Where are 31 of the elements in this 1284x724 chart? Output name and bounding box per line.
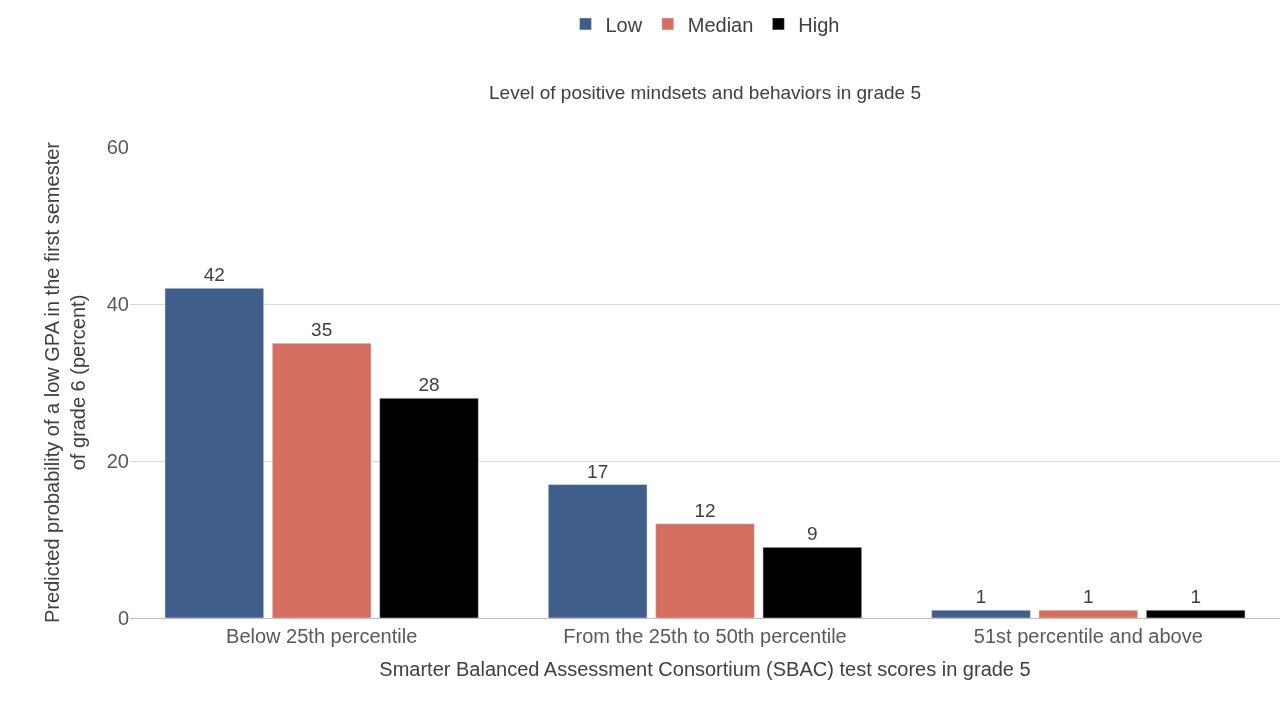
x-axis-title: Smarter Balanced Assessment Consortium (SBAC) test scores in grade 5 bbox=[379, 657, 1031, 680]
bar bbox=[931, 609, 1031, 618]
x-tick-label: Below 25th percentile bbox=[226, 625, 418, 647]
data-label: 28 bbox=[418, 374, 440, 396]
y-tick-label: 20 bbox=[106, 450, 129, 472]
data-label: 1 bbox=[1190, 586, 1201, 608]
bar bbox=[548, 484, 648, 618]
data-label: 1 bbox=[1083, 586, 1094, 608]
bar bbox=[272, 343, 372, 618]
x-tick-label: From the 25th to 50th percentile bbox=[563, 625, 847, 647]
legend-label: Low bbox=[605, 13, 643, 36]
data-label: 12 bbox=[694, 499, 716, 521]
y-tick-label: 40 bbox=[106, 293, 129, 315]
data-label: 17 bbox=[587, 460, 609, 482]
y-axis-title: Predicted probability of a low GPA in the first semester of grade 6 (percent) bbox=[41, 141, 90, 623]
bar bbox=[1038, 609, 1138, 618]
x-tick-label: 51st percentile and above bbox=[973, 625, 1203, 647]
y-tick-label: 0 bbox=[117, 607, 129, 629]
bar bbox=[164, 288, 264, 618]
data-label: 42 bbox=[203, 264, 225, 286]
data-label: 1 bbox=[975, 586, 987, 608]
data-label: 35 bbox=[311, 319, 333, 341]
bar bbox=[762, 547, 862, 618]
bar bbox=[379, 397, 479, 618]
legend-label: Median bbox=[687, 13, 754, 36]
legend-label: High bbox=[798, 13, 840, 36]
data-label: 9 bbox=[807, 523, 818, 545]
bar bbox=[655, 523, 755, 618]
bar bbox=[1146, 609, 1246, 618]
legend-title: Level of positive mindsets and behaviors in grade 5 bbox=[489, 82, 921, 103]
y-tick-label: 60 bbox=[106, 136, 129, 158]
